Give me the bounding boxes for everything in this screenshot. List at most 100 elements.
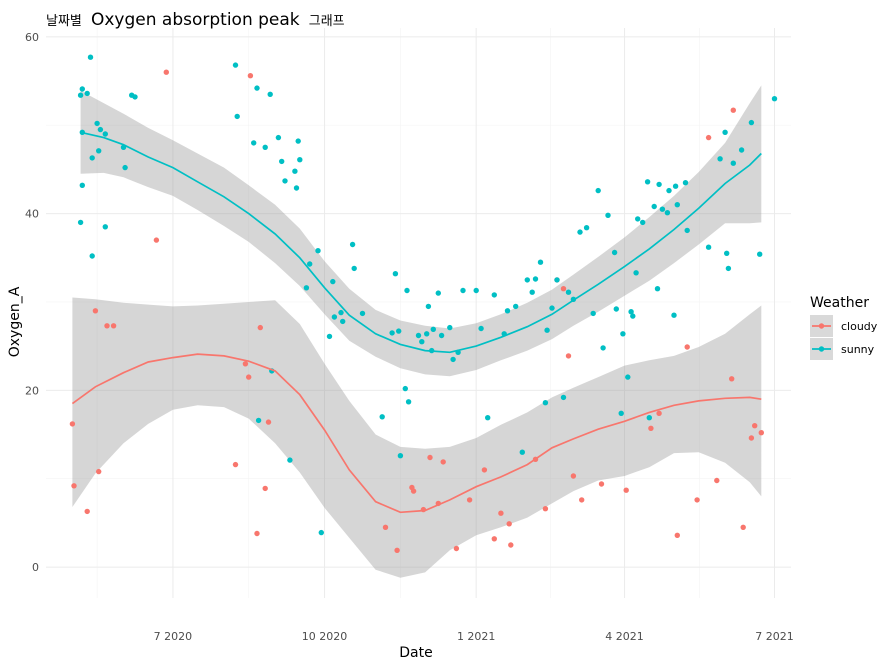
point-cloudy: [262, 485, 268, 492]
point-sunny: [771, 96, 778, 102]
point-cloudy: [394, 547, 400, 553]
point-sunny: [438, 332, 445, 339]
point-sunny: [674, 202, 680, 208]
point-sunny: [262, 144, 268, 150]
point-sunny: [84, 90, 90, 97]
point-sunny: [351, 265, 357, 272]
y-tick-label: 60: [25, 31, 39, 44]
point-sunny: [682, 180, 689, 186]
point-sunny: [684, 227, 690, 234]
point-sunny: [359, 310, 366, 317]
point-sunny: [473, 287, 479, 294]
point-cloudy: [579, 497, 585, 503]
point-cloudy: [740, 524, 746, 530]
point-sunny: [419, 339, 425, 345]
point-sunny: [94, 120, 100, 127]
point-sunny: [87, 54, 94, 60]
point-sunny: [267, 91, 273, 98]
smooth-line-sunny: [80, 131, 762, 354]
point-cloudy: [623, 487, 629, 493]
point-sunny: [595, 187, 601, 194]
point-sunny: [600, 345, 606, 351]
point-sunny: [392, 271, 399, 277]
point-sunny: [405, 399, 412, 405]
point-cloudy: [694, 497, 700, 503]
point-sunny: [315, 248, 321, 254]
point-cloudy: [674, 532, 680, 538]
confidence-ribbon-sunny: [80, 85, 762, 377]
legend-point-cloudy: [818, 323, 825, 329]
point-sunny: [303, 285, 310, 291]
point-cloudy: [466, 497, 473, 503]
point-cloudy: [598, 481, 605, 487]
point-sunny: [292, 168, 298, 174]
point-sunny: [447, 324, 453, 331]
point-sunny: [255, 417, 262, 424]
point-sunny: [282, 178, 288, 184]
point-sunny: [279, 158, 285, 165]
point-sunny: [251, 140, 257, 146]
point-cloudy: [748, 435, 755, 441]
smooth-line-cloudy: [71, 353, 762, 514]
point-sunny: [293, 185, 300, 191]
legend-label-sunny: sunny: [841, 343, 875, 356]
point-sunny: [232, 62, 239, 68]
point-sunny: [646, 415, 652, 421]
point-sunny: [77, 219, 84, 226]
point-sunny: [77, 92, 84, 98]
point-cloudy: [257, 324, 263, 331]
point-sunny: [424, 331, 430, 337]
point-sunny: [630, 313, 636, 319]
y-tick-label: 20: [25, 384, 39, 397]
point-cloudy: [648, 425, 654, 431]
point-sunny: [389, 330, 395, 336]
point-sunny: [529, 289, 535, 295]
point-sunny: [513, 303, 519, 310]
point-sunny: [89, 253, 95, 259]
point-sunny: [349, 241, 356, 248]
point-sunny: [425, 303, 432, 310]
point-cloudy: [506, 521, 512, 527]
point-sunny: [318, 529, 324, 536]
chart-title-main: Oxygen absorption peak: [91, 10, 300, 30]
x-tick-label: 4 2021: [605, 630, 644, 643]
point-cloudy: [96, 468, 102, 475]
point-sunny: [757, 251, 763, 257]
point-cloudy: [542, 506, 549, 512]
point-cloudy: [491, 536, 497, 542]
smooth-lines: [71, 131, 762, 514]
point-sunny: [379, 414, 385, 420]
point-sunny: [537, 259, 544, 265]
point-sunny: [430, 326, 436, 332]
point-cloudy: [481, 467, 488, 473]
point-cloudy: [104, 323, 110, 329]
point-sunny: [330, 278, 336, 285]
point-sunny: [705, 244, 712, 250]
point-sunny: [717, 156, 723, 162]
point-sunny: [404, 287, 410, 294]
point-cloudy: [758, 430, 764, 436]
point-sunny: [132, 94, 138, 100]
point-cloudy: [684, 344, 690, 350]
point-sunny: [326, 333, 333, 340]
point-sunny: [415, 332, 422, 339]
point-sunny: [460, 287, 466, 294]
point-cloudy: [84, 508, 90, 515]
point-sunny: [666, 187, 672, 194]
y-tick-label: 0: [32, 561, 39, 574]
point-sunny: [633, 270, 639, 276]
point-cloudy: [232, 461, 239, 468]
point-cloudy: [71, 483, 77, 489]
point-sunny: [628, 309, 634, 315]
point-sunny: [724, 250, 730, 256]
point-cloudy: [247, 73, 254, 79]
point-cloudy: [705, 134, 712, 141]
y-axis-label: Oxygen_A: [7, 286, 23, 357]
point-sunny: [295, 138, 301, 144]
point-sunny: [583, 225, 590, 231]
point-cloudy: [110, 323, 117, 329]
point-sunny: [89, 155, 95, 161]
chart-title: 날짜별 Oxygen absorption peak 그래프: [46, 10, 345, 30]
